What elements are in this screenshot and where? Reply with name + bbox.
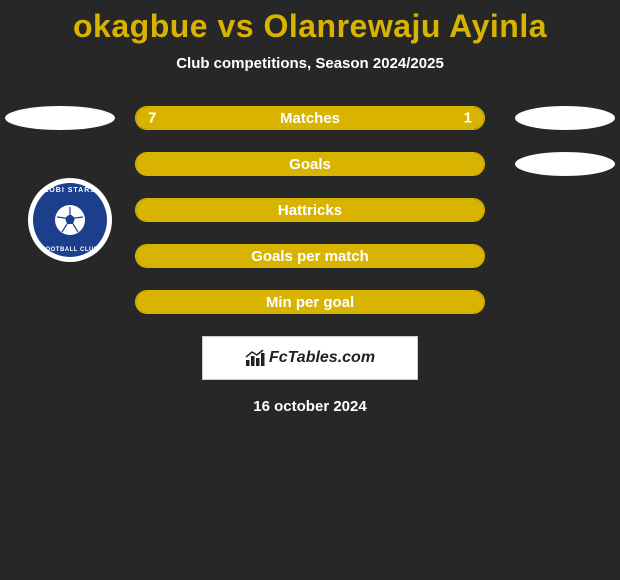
club-right-avatar (515, 152, 615, 176)
bar-track: Goals per match (135, 244, 485, 268)
stat-row-matches: 7 Matches 1 (0, 106, 620, 130)
stat-row-mpg: Min per goal (0, 290, 620, 314)
chart-icon (245, 349, 265, 367)
bar-label: Hattricks (278, 202, 342, 219)
page-title: okagbue vs Olanrewaju Ayinla (0, 0, 620, 45)
soccer-ball-icon (55, 205, 85, 235)
bar-label: Goals (289, 156, 331, 173)
subtitle: Club competitions, Season 2024/2025 (0, 55, 620, 72)
player-right-avatar (515, 106, 615, 130)
club-badge-inner: LOBI STARS FOOTBALL CLUB (33, 183, 107, 257)
bar-track: Goals (135, 152, 485, 176)
club-text-top: LOBI STARS (33, 187, 107, 194)
bar-track: Hattricks (135, 198, 485, 222)
bar-track: 7 Matches 1 (135, 106, 485, 130)
stat-row-goals: Goals (0, 152, 620, 176)
bar-track: Min per goal (135, 290, 485, 314)
brand-text: FcTables.com (269, 349, 375, 367)
value-left: 7 (148, 110, 156, 127)
brand-box: FcTables.com (202, 336, 418, 380)
bar-label: Matches (280, 110, 340, 127)
value-right: 1 (464, 110, 472, 127)
club-text-bottom: FOOTBALL CLUB (33, 247, 107, 253)
date-text: 16 october 2024 (0, 398, 620, 415)
bar-label: Min per goal (266, 294, 354, 311)
player-left-avatar (5, 106, 115, 130)
bar-label: Goals per match (251, 248, 369, 265)
club-badge-left: LOBI STARS FOOTBALL CLUB (28, 178, 112, 262)
